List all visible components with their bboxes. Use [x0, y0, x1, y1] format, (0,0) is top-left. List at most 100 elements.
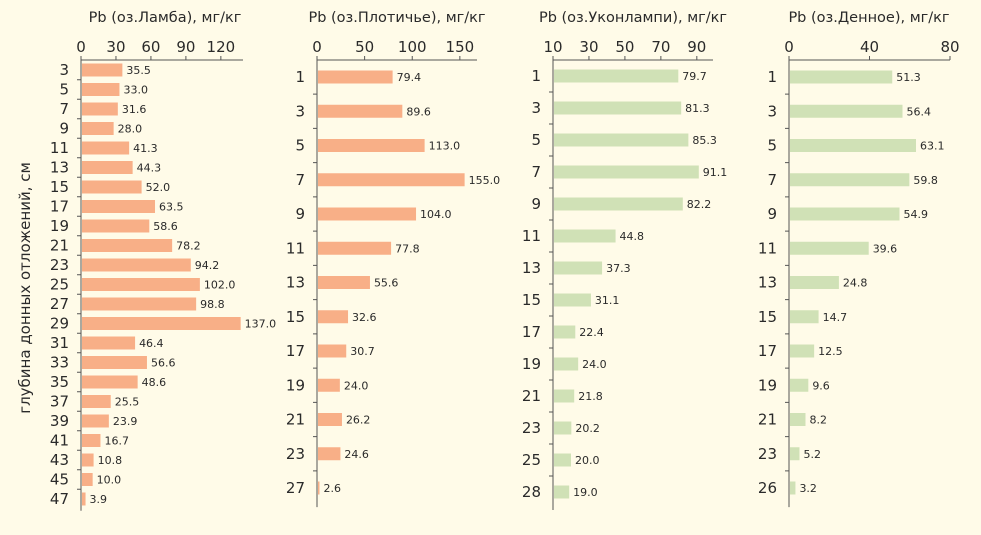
- bar: [790, 310, 819, 324]
- bar: [82, 317, 241, 330]
- bar: [82, 375, 138, 389]
- category-label: 45: [50, 471, 69, 489]
- data-label: 113.0: [429, 140, 461, 153]
- category-label: 9: [59, 120, 69, 138]
- bar: [554, 389, 575, 403]
- data-label: 24.8: [843, 277, 868, 290]
- bar: [790, 413, 806, 426]
- category-label: 23: [758, 445, 777, 463]
- bar: [82, 434, 101, 447]
- data-label: 94.2: [195, 259, 220, 272]
- category-label: 5: [531, 131, 541, 149]
- category-label: 29: [50, 315, 69, 333]
- category-label: 37: [50, 393, 69, 411]
- bar: [554, 197, 683, 211]
- x-tick-label: 50: [615, 38, 634, 56]
- data-label: 24.0: [344, 379, 369, 392]
- x-tick-label: 30: [579, 38, 598, 56]
- bar: [790, 378, 809, 392]
- bar: [554, 133, 689, 147]
- category-label: 7: [295, 171, 305, 189]
- bar: [82, 297, 197, 311]
- x-tick-label: 120: [207, 38, 236, 56]
- data-label: 137.0: [245, 318, 277, 331]
- bar: [554, 325, 576, 339]
- data-label: 102.0: [204, 279, 236, 292]
- data-label: 30.7: [350, 345, 375, 358]
- x-tick-label: 10: [543, 38, 562, 56]
- bar: [318, 310, 349, 324]
- category-label: 9: [531, 195, 541, 213]
- data-label: 31.1: [595, 294, 620, 307]
- category-label: 31: [50, 334, 69, 352]
- data-label: 85.3: [692, 134, 717, 147]
- data-label: 2.6: [323, 482, 341, 495]
- category-label: 25: [522, 451, 541, 469]
- bar: [82, 141, 130, 155]
- category-label: 17: [758, 342, 777, 360]
- data-label: 3.9: [90, 493, 108, 506]
- data-label: 14.7: [823, 311, 848, 324]
- x-tick-label: 100: [398, 38, 427, 56]
- data-label: 55.6: [374, 277, 399, 290]
- data-label: 78.2: [176, 240, 201, 253]
- category-label: 15: [758, 308, 777, 326]
- category-label: 5: [767, 137, 777, 155]
- x-tick-label: 80: [940, 38, 959, 56]
- data-label: 8.2: [810, 414, 828, 427]
- category-label: 13: [758, 274, 777, 292]
- data-label: 44.3: [137, 162, 162, 175]
- data-label: 12.5: [818, 345, 843, 358]
- data-label: 79.7: [682, 70, 707, 83]
- category-label: 3: [295, 102, 305, 120]
- x-tick-label: 150: [446, 38, 475, 56]
- category-label: 5: [59, 81, 69, 99]
- bar: [318, 70, 393, 84]
- category-label: 19: [50, 217, 69, 235]
- bar: [82, 336, 136, 350]
- bar: [82, 102, 118, 116]
- category-label: 17: [286, 342, 305, 360]
- data-label: 10.8: [98, 454, 123, 467]
- bar: [554, 357, 579, 371]
- x-tick-label: 60: [141, 38, 160, 56]
- category-label: 7: [767, 171, 777, 189]
- data-label: 98.8: [200, 298, 225, 311]
- category-label: 3: [767, 102, 777, 120]
- data-label: 81.3: [685, 102, 710, 115]
- bar: [554, 453, 571, 467]
- category-label: 25: [50, 276, 69, 294]
- data-label: 20.0: [575, 454, 600, 467]
- panel-title: Pb (оз.Ламба), мг/кг: [89, 10, 242, 26]
- category-label: 19: [286, 376, 305, 394]
- data-label: 56.4: [907, 105, 932, 118]
- data-label: 48.6: [142, 376, 167, 389]
- category-label: 17: [50, 198, 69, 216]
- bar: [790, 447, 800, 461]
- category-label: 7: [531, 163, 541, 181]
- category-label: 35: [50, 373, 69, 391]
- category-label: 33: [50, 354, 69, 372]
- bar: [82, 414, 109, 428]
- panel-1: Pb (оз.Ламба), мг/кг0 30 60 90 120 3 35.5 5 33.0…: [50, 10, 276, 511]
- data-label: 24.0: [582, 358, 607, 371]
- bar: [318, 207, 417, 221]
- x-tick-label: 70: [651, 38, 670, 56]
- bar: [790, 173, 910, 187]
- bar: [790, 70, 893, 84]
- bar: [82, 180, 142, 194]
- category-label: 3: [59, 61, 69, 79]
- category-label: 13: [286, 274, 305, 292]
- category-label: 21: [758, 411, 777, 429]
- data-label: 20.2: [575, 422, 600, 435]
- panel-title: Pb (оз.Денное), мг/кг: [788, 10, 949, 26]
- bar: [554, 229, 616, 243]
- data-label: 5.2: [803, 448, 821, 461]
- data-label: 21.8: [578, 390, 603, 403]
- bar: [554, 165, 699, 179]
- category-label: 21: [286, 411, 305, 429]
- bar: [318, 139, 425, 152]
- category-label: 23: [522, 419, 541, 437]
- bar: [554, 485, 570, 499]
- data-label: 82.2: [687, 198, 712, 211]
